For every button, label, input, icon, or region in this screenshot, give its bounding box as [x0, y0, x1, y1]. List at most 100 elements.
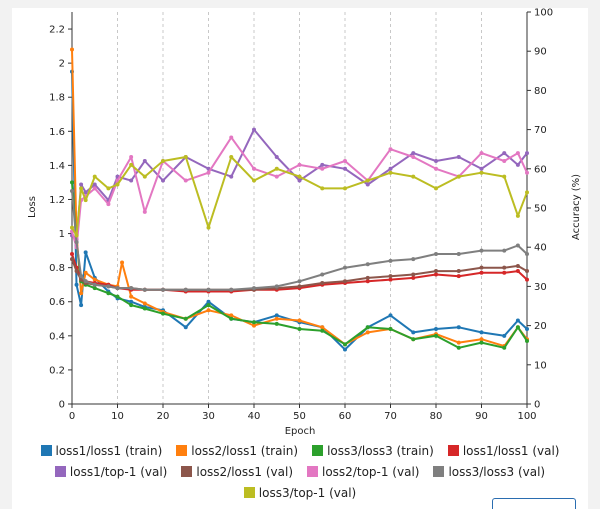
legend-item-2[interactable]: loss3/loss3 (train) — [312, 444, 434, 458]
data-point-3-19 — [388, 277, 393, 282]
data-point-7-14 — [274, 284, 279, 289]
legend-label-2: loss3/loss3 (train) — [327, 443, 434, 458]
data-point-6-16 — [320, 166, 325, 171]
legend-row-0: loss1/loss1 (train) loss2/loss1 (train) lo… — [12, 440, 588, 461]
y-tick-label-6: 1.2 — [49, 195, 65, 206]
data-point-1-3 — [83, 270, 88, 275]
legend-item-3[interactable]: loss1/loss1 (val) — [447, 443, 560, 458]
data-point-8-16 — [320, 186, 325, 191]
legend: loss1/loss1 (train) loss2/loss1 (train) lo… — [12, 440, 588, 503]
data-point-8-25 — [515, 213, 520, 218]
data-point-6-5 — [106, 202, 111, 207]
y2-tick-label-5: 50 — [534, 204, 547, 215]
data-point-8-13 — [252, 178, 256, 183]
data-point-4-3 — [83, 190, 88, 195]
data-point-4-23 — [479, 166, 484, 171]
x-tick-label-7: 70 — [384, 411, 397, 422]
y-tick-label-5: 1 — [59, 229, 65, 240]
legend-item-7[interactable]: loss3/loss3 (val) — [433, 465, 545, 479]
data-point-8-10 — [183, 155, 188, 160]
legend-item-1[interactable]: loss2/loss1 (train) — [176, 444, 298, 458]
y2-tick-label-6: 60 — [534, 164, 547, 175]
data-point-5-25 — [515, 263, 520, 268]
data-point-4-13 — [252, 127, 256, 132]
data-point-6-12 — [229, 135, 234, 140]
data-point-8-23 — [479, 170, 484, 175]
y-tick-label-10: 2 — [59, 59, 65, 70]
data-point-4-8 — [142, 158, 147, 163]
data-point-7-10 — [183, 287, 188, 292]
legend-item-6[interactable]: loss2/top-1 (val) — [307, 465, 419, 479]
x-tick-label-6: 60 — [339, 411, 352, 422]
x-axis-label: Epoch — [285, 426, 316, 437]
data-point-5-0 — [70, 257, 74, 262]
data-point-2-22 — [456, 345, 461, 350]
data-point-0-3 — [83, 250, 88, 255]
data-point-4-26 — [525, 151, 529, 156]
legend-item-5[interactable]: loss2/loss1 (val) — [181, 465, 293, 479]
data-point-8-7 — [129, 162, 134, 167]
data-point-8-11 — [206, 225, 211, 230]
data-point-6-25 — [515, 151, 520, 156]
data-point-8-19 — [388, 170, 393, 175]
data-point-0-10 — [183, 325, 188, 330]
y2-tick-label-3: 30 — [534, 282, 547, 293]
data-point-8-1 — [74, 233, 79, 238]
y-tick-label-9: 1.8 — [49, 93, 65, 104]
legend-row-1: loss1/top-1 (val) loss2/loss1 (val) loss2/… — [12, 461, 588, 482]
data-point-4-24 — [502, 151, 507, 156]
y2-tick-label-2: 20 — [534, 321, 547, 332]
data-point-5-26 — [525, 269, 529, 274]
data-point-7-22 — [456, 252, 461, 257]
data-point-8-8 — [142, 174, 147, 179]
y-tick-label-3: 0.6 — [49, 297, 65, 308]
legend-item-4[interactable]: loss1/top-1 (val) — [54, 465, 167, 479]
data-point-7-0 — [70, 188, 74, 193]
corner-button[interactable] — [492, 498, 576, 509]
series-8 — [70, 155, 529, 238]
y2-axis-label: Accuracy (%) — [571, 174, 582, 240]
data-point-4-21 — [434, 158, 438, 163]
data-point-3-0 — [70, 252, 74, 257]
data-point-8-14 — [274, 166, 279, 171]
data-point-0-26 — [525, 327, 529, 332]
data-point-0-17 — [343, 347, 347, 352]
legend-label-0: loss1/loss1 (train) — [55, 443, 163, 458]
data-point-2-5 — [106, 291, 111, 296]
x-tick-label-0: 0 — [69, 411, 75, 422]
data-point-2-14 — [274, 321, 279, 326]
data-point-2-18 — [365, 325, 370, 330]
data-point-0-14 — [274, 313, 279, 318]
data-point-2-23 — [479, 340, 484, 345]
data-point-2-19 — [388, 327, 393, 332]
data-point-8-4 — [92, 174, 97, 179]
data-point-4-25 — [515, 162, 520, 167]
data-point-7-26 — [525, 252, 529, 257]
data-point-1-16 — [297, 318, 302, 323]
data-point-0-21 — [434, 327, 438, 332]
data-point-6-14 — [274, 174, 279, 179]
legend-label-3: loss1/loss1 (val) — [462, 443, 560, 458]
data-point-3-23 — [479, 270, 484, 275]
series-group — [70, 47, 529, 352]
data-point-7-15 — [297, 279, 302, 284]
data-point-5-24 — [502, 265, 507, 270]
data-point-8-21 — [434, 186, 438, 191]
legend-label-7: loss3/loss3 (val) — [448, 464, 546, 479]
data-point-5-17 — [343, 279, 347, 284]
data-point-2-15 — [297, 327, 302, 332]
legend-item-8[interactable]: loss3/top-1 (val) — [243, 486, 356, 500]
legend-item-0[interactable]: loss1/loss1 (train) — [40, 443, 163, 458]
y-tick-label-4: 0.8 — [49, 263, 65, 274]
data-point-7-8 — [142, 287, 147, 292]
y2-tick-label-4: 40 — [534, 243, 547, 254]
data-point-1-8 — [129, 294, 134, 299]
data-point-5-22 — [456, 269, 461, 274]
legend-swatch-6 — [307, 466, 318, 477]
data-point-2-4 — [92, 286, 97, 291]
data-point-1-17 — [320, 325, 325, 330]
data-point-1-2 — [79, 291, 84, 296]
x-tick-label-1: 10 — [111, 411, 124, 422]
data-point-1-23 — [456, 340, 461, 345]
data-point-6-17 — [343, 158, 347, 163]
